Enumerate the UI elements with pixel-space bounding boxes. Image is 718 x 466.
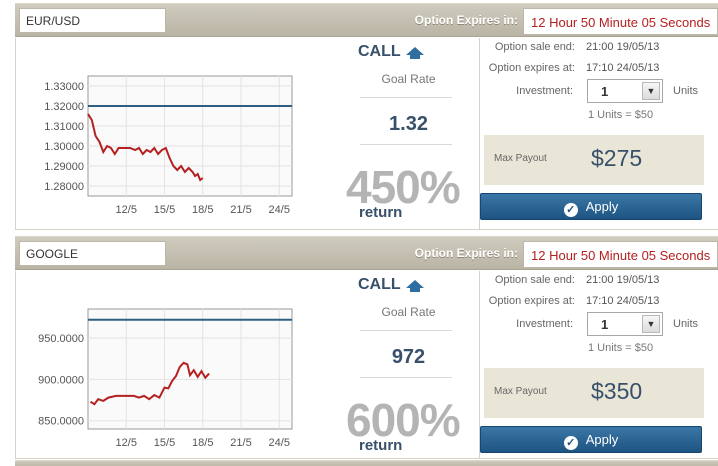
apply-label: Apply bbox=[585, 199, 619, 214]
price-series-line bbox=[89, 361, 210, 406]
y-tick-label: 1.30000 bbox=[44, 141, 84, 153]
max-payout-box: Max Payout $350 bbox=[484, 368, 704, 418]
option-header: EUR/USD Option Expires in: 12 Hour 50 Mi… bbox=[15, 3, 718, 37]
divider bbox=[360, 97, 452, 98]
goal-rate-label: Goal Rate bbox=[381, 72, 436, 86]
expires-at-label: Option expires at: bbox=[488, 62, 575, 74]
divider bbox=[360, 330, 452, 331]
check-circle-icon: ✓ bbox=[563, 203, 578, 217]
chevron-down-icon[interactable]: ▼ bbox=[642, 82, 660, 100]
direction-label[interactable]: CALL bbox=[358, 43, 424, 61]
divider bbox=[360, 144, 452, 145]
chevron-down-icon[interactable]: ▼ bbox=[642, 315, 660, 333]
y-tick-label: 1.28000 bbox=[44, 181, 84, 193]
rate-chart: 950.0000 900.0000 850.0000 12/5 15/5 18/5 21/5… bbox=[16, 271, 306, 456]
goal-section: CALL Goal Rate 972 600% return bbox=[346, 271, 471, 461]
option-panel-google: GOOGLE Option Expires in: 12 Hour 50 Min… bbox=[15, 233, 718, 459]
x-tick-label: 12/5 bbox=[116, 437, 137, 449]
up-arrow-icon bbox=[405, 47, 424, 59]
return-percent: 450% bbox=[346, 161, 461, 213]
next-panel-header bbox=[15, 460, 718, 466]
unit-conversion: 1 Units = $50 bbox=[588, 109, 654, 121]
max-payout-value: $350 bbox=[591, 378, 643, 404]
expires-at-value: 17:10 24/05/13 bbox=[586, 295, 660, 307]
units-label: Units bbox=[673, 85, 699, 97]
x-tick-label: 18/5 bbox=[192, 437, 213, 449]
x-tick-label: 18/5 bbox=[192, 204, 213, 216]
return-percent: 600% bbox=[346, 394, 461, 446]
rate-chart: 1.33000 1.32000 1.31000 1.30000 1.29000 1.280… bbox=[16, 38, 306, 223]
apply-label: Apply bbox=[585, 432, 619, 447]
price-series-line bbox=[87, 113, 204, 182]
y-tick-label: 850.0000 bbox=[38, 416, 84, 428]
y-tick-label: 1.33000 bbox=[44, 81, 84, 93]
expires-label: Option Expires in: bbox=[414, 13, 518, 27]
investment-label: Investment: bbox=[516, 85, 573, 97]
direction-text: CALL bbox=[358, 276, 401, 293]
x-tick-label: 15/5 bbox=[154, 204, 175, 216]
y-tick-label: 1.32000 bbox=[44, 101, 84, 113]
goal-rate-value: 972 bbox=[391, 346, 426, 368]
direction-label[interactable]: CALL bbox=[358, 276, 424, 294]
apply-button[interactable]: ✓ Apply bbox=[480, 193, 702, 220]
sale-end-label: Option sale end: bbox=[494, 274, 575, 286]
sale-end-value: 21:00 19/05/13 bbox=[586, 41, 660, 53]
goal-rate-label: Goal Rate bbox=[381, 305, 436, 319]
sale-end-label: Option sale end: bbox=[494, 41, 575, 53]
y-tick-label: 1.29000 bbox=[44, 161, 84, 173]
divider bbox=[360, 377, 452, 378]
option-body: 950.0000 900.0000 850.0000 12/5 15/5 18/5 21/5… bbox=[15, 271, 718, 459]
units-label: Units bbox=[673, 318, 699, 330]
expiry-countdown: 12 Hour 50 Minute 05 Seconds bbox=[523, 241, 718, 268]
check-circle-icon: ✓ bbox=[563, 436, 578, 450]
goal-rate-value: 1.32 bbox=[389, 113, 428, 135]
expires-at-label: Option expires at: bbox=[488, 295, 575, 307]
investment-value: 1 bbox=[601, 84, 609, 99]
investment-label: Investment: bbox=[516, 318, 573, 330]
option-body: 1.33000 1.32000 1.31000 1.30000 1.29000 1.280… bbox=[15, 38, 718, 230]
direction-text: CALL bbox=[358, 43, 401, 60]
option-panel-eurusd: EUR/USD Option Expires in: 12 Hour 50 Mi… bbox=[15, 0, 718, 230]
y-tick-label: 950.0000 bbox=[38, 333, 84, 345]
y-tick-label: 1.31000 bbox=[44, 121, 84, 133]
x-tick-label: 21/5 bbox=[230, 204, 251, 216]
max-payout-label: Max Payout bbox=[494, 386, 547, 397]
return-label: return bbox=[359, 437, 403, 454]
plot-area bbox=[87, 75, 293, 197]
x-tick-label: 21/5 bbox=[230, 437, 251, 449]
sale-end-value: 21:00 19/05/13 bbox=[586, 274, 660, 286]
x-tick-label: 15/5 bbox=[154, 437, 175, 449]
expiry-countdown: 12 Hour 50 Minute 05 Seconds bbox=[523, 8, 718, 35]
expires-label: Option Expires in: bbox=[414, 246, 518, 260]
up-arrow-icon bbox=[405, 280, 424, 292]
max-payout-box: Max Payout $275 bbox=[484, 135, 704, 185]
unit-conversion: 1 Units = $50 bbox=[588, 342, 654, 354]
asset-name[interactable]: EUR/USD bbox=[19, 8, 166, 33]
investment-select[interactable]: 1 ▼ bbox=[587, 312, 663, 336]
max-payout-label: Max Payout bbox=[494, 153, 547, 164]
goal-section: CALL Goal Rate 1.32 450% return bbox=[346, 38, 471, 228]
option-header: GOOGLE Option Expires in: 12 Hour 50 Min… bbox=[15, 236, 718, 270]
trade-details: Option sale end: 21:00 19/05/13 Option e… bbox=[479, 271, 718, 458]
trade-details: Option sale end: 21:00 19/05/13 Option e… bbox=[479, 38, 718, 229]
investment-select[interactable]: 1 ▼ bbox=[587, 79, 663, 103]
max-payout-value: $275 bbox=[591, 145, 643, 171]
asset-name[interactable]: GOOGLE bbox=[19, 241, 166, 266]
y-tick-label: 900.0000 bbox=[38, 374, 84, 386]
plot-area bbox=[87, 308, 293, 430]
apply-button[interactable]: ✓ Apply bbox=[480, 426, 702, 453]
expires-at-value: 17:10 24/05/13 bbox=[586, 62, 660, 74]
investment-value: 1 bbox=[601, 317, 609, 332]
x-tick-label: 24/5 bbox=[269, 204, 290, 216]
rate-chart-svg: 950.0000 900.0000 850.0000 12/5 15/5 18/5 21/5… bbox=[38, 308, 293, 449]
return-label: return bbox=[359, 204, 403, 221]
x-tick-label: 24/5 bbox=[269, 437, 290, 449]
rate-chart-svg: 1.33000 1.32000 1.31000 1.30000 1.29000 1.280… bbox=[44, 75, 293, 216]
x-tick-label: 12/5 bbox=[116, 204, 137, 216]
